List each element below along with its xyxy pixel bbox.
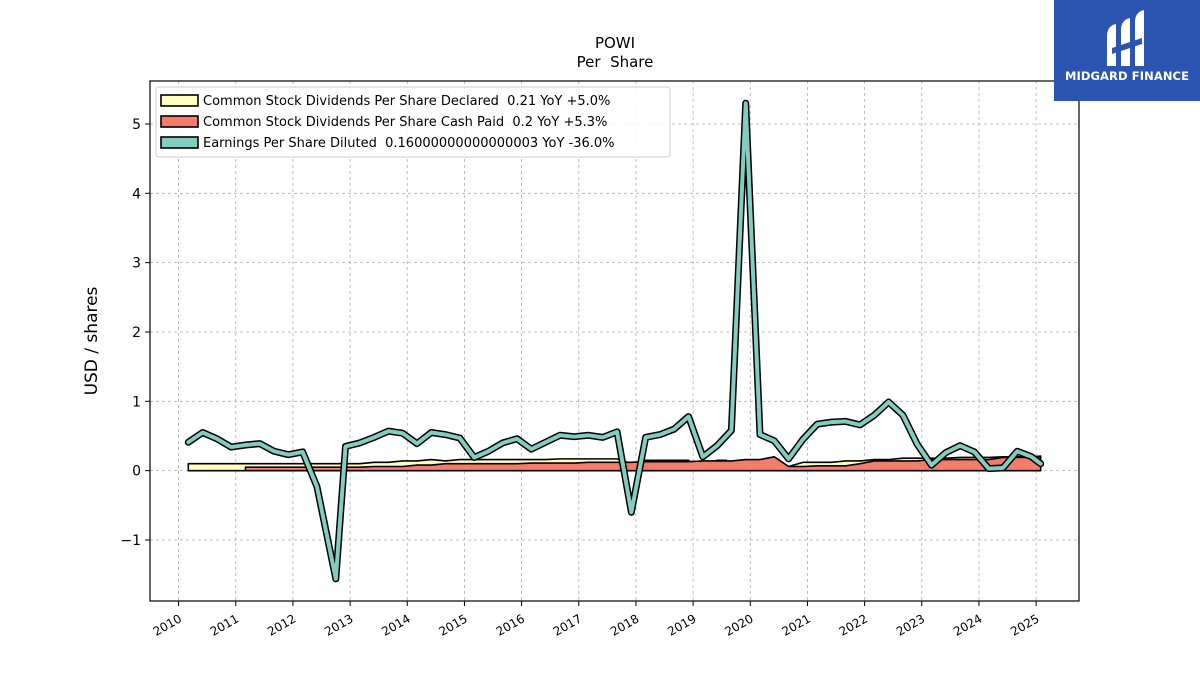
legend-swatch-1	[160, 94, 199, 107]
legend-label-1: Common Stock Dividends Per Share Declare…	[203, 94, 610, 109]
y-tick-label: 1	[132, 394, 141, 410]
brand-name: MIDGARD FINANCE	[1064, 69, 1190, 83]
chart-subtitle: Per Share	[577, 53, 654, 71]
plot-frame	[149, 80, 1080, 602]
brand-logo-icon	[1107, 10, 1144, 66]
legend: Common Stock Dividends Per Share Declare…	[155, 86, 671, 158]
series-layer	[184, 99, 1045, 583]
y-tick-label: −1	[120, 533, 141, 549]
y-tick-label: 2	[132, 325, 141, 341]
legend-swatch-3	[160, 136, 199, 149]
series-line-3	[186, 101, 1043, 581]
brand-logo: MIDGARD FINANCE	[1054, 0, 1200, 101]
y-tick-label: 3	[132, 256, 141, 272]
chart-title: POWI	[595, 34, 635, 52]
legend-label-2: Common Stock Dividends Per Share Cash Pa…	[203, 115, 607, 130]
y-tick-label: 0	[132, 464, 141, 480]
y-tick-label: 5	[132, 117, 141, 133]
y-axis-label: USD / shares	[82, 286, 102, 395]
grid-layer	[150, 81, 1079, 601]
legend-label-3: Earnings Per Share Diluted 0.16000000000…	[203, 136, 615, 151]
y-tick-label: 4	[132, 186, 141, 202]
legend-box	[155, 86, 671, 158]
legend-swatch-2	[160, 115, 199, 128]
